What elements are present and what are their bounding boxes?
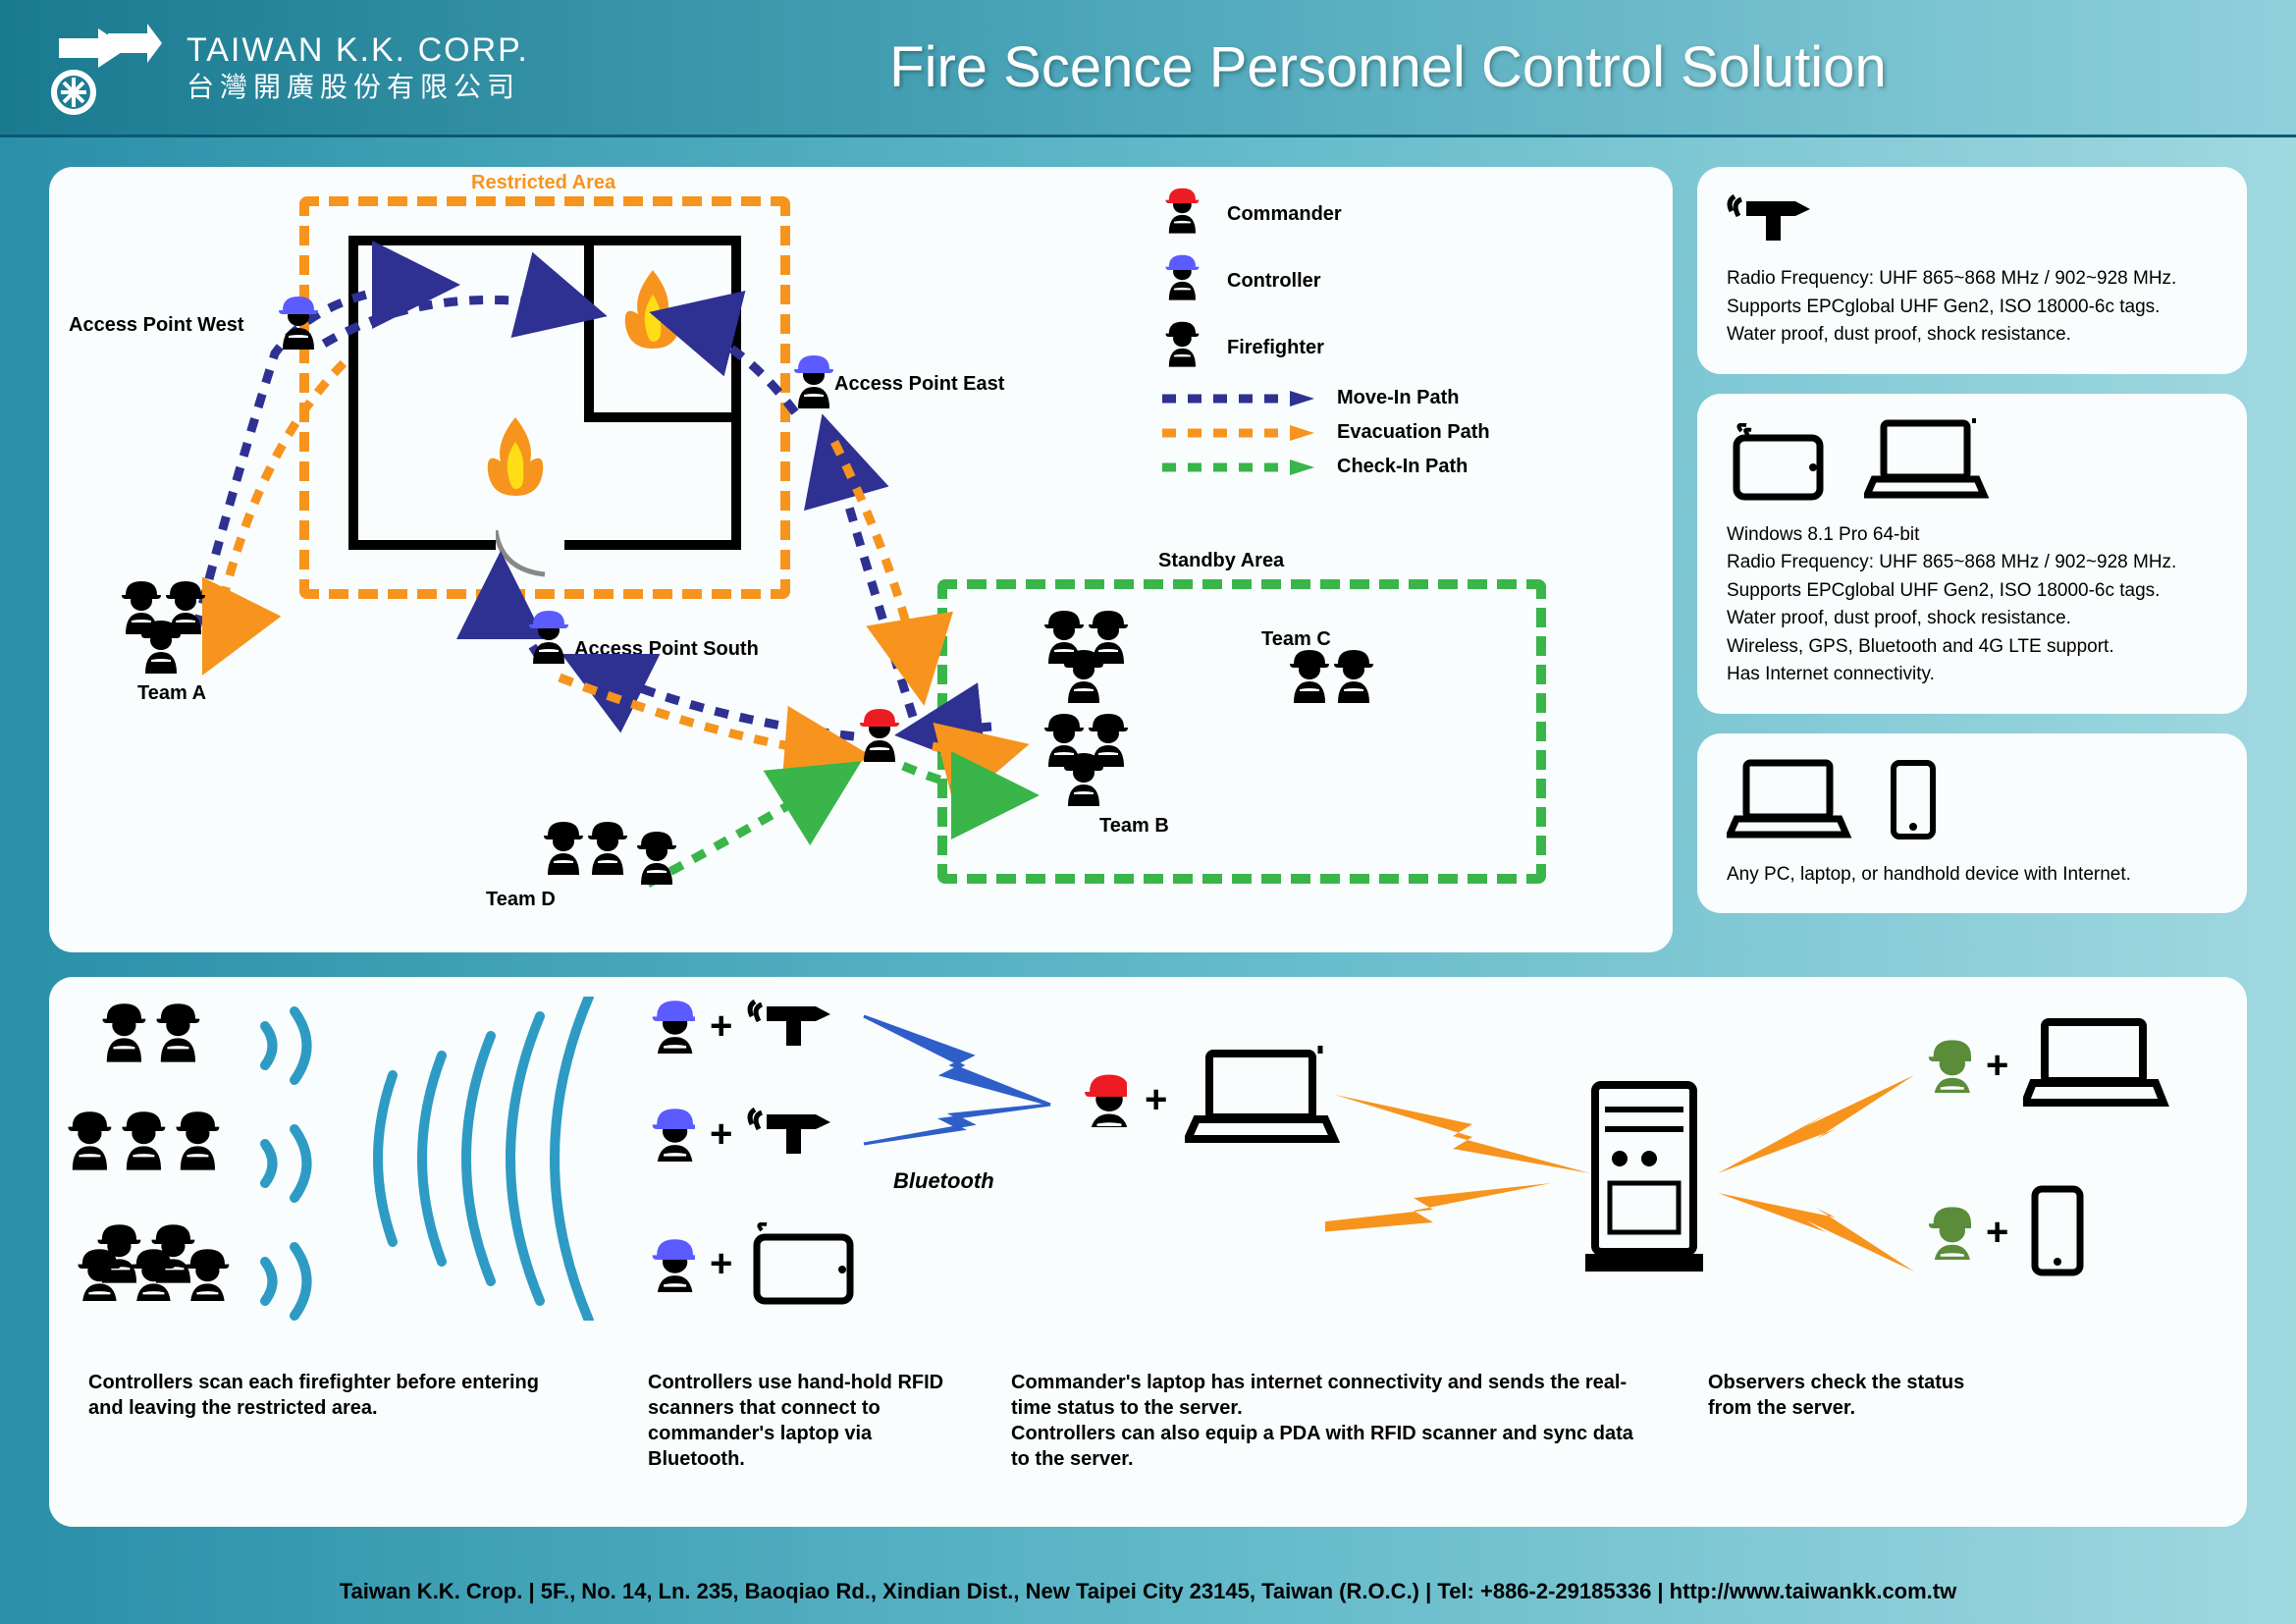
commander-icon bbox=[856, 707, 903, 762]
header: TAIWAN K.K. CORP. 台灣開廣股份有限公司 Fire Scence… bbox=[0, 0, 2296, 137]
flow-step2: Controllers use hand-hold RFID scanners … bbox=[648, 1370, 962, 1472]
server-icon bbox=[1580, 1075, 1708, 1281]
scene-diagram: Restricted Area Standby Area Access Poin… bbox=[49, 167, 1673, 952]
pda-text: Windows 8.1 Pro 64-bit Radio Frequency: … bbox=[1727, 521, 2217, 689]
move-in-path-icon bbox=[1162, 391, 1319, 406]
rfid-card: Radio Frequency: UHF 865~868 MHz / 902~9… bbox=[1697, 167, 2247, 374]
flow-step4: Observers check the status from the serv… bbox=[1708, 1370, 2002, 1421]
legend-evacuation: Evacuation Path bbox=[1337, 421, 1490, 444]
building bbox=[348, 236, 741, 550]
data-bolt-icon bbox=[1708, 1056, 1934, 1281]
laptop-icon bbox=[1185, 1046, 1342, 1154]
firefighter-icon bbox=[1286, 648, 1333, 703]
evacuation-path-icon bbox=[1162, 425, 1319, 441]
legend-firefighter: Firefighter bbox=[1227, 337, 1324, 359]
plus-icon: + bbox=[710, 1004, 732, 1049]
company-name-en: TAIWAN K.K. CORP. bbox=[187, 30, 529, 71]
firefighter-icon bbox=[1060, 648, 1107, 703]
rfid-gun-icon bbox=[747, 1105, 845, 1164]
phone-icon bbox=[1884, 758, 1943, 846]
team-d-label: Team D bbox=[486, 889, 556, 911]
rfid-text: Radio Frequency: UHF 865~868 MHz / 902~9… bbox=[1727, 265, 2217, 350]
tablet-icon bbox=[747, 1222, 865, 1306]
laptop-icon bbox=[1864, 418, 1992, 507]
firefighter-group-icon bbox=[88, 997, 216, 1065]
standby-area-label: Standby Area bbox=[1158, 550, 1284, 572]
flow-panel: + + + Bluetooth + bbox=[49, 977, 2247, 1527]
team-c-label: Team C bbox=[1261, 628, 1331, 651]
pc-text: Any PC, laptop, or handhold device with … bbox=[1727, 861, 2217, 890]
bluetooth-label: Bluetooth bbox=[893, 1168, 994, 1194]
firefighter-group-icon bbox=[69, 1222, 255, 1301]
firefighter-icon bbox=[137, 619, 185, 674]
plus-icon: + bbox=[1986, 1044, 2008, 1088]
team-b-label: Team B bbox=[1099, 815, 1169, 838]
observer-icon bbox=[1924, 1205, 1971, 1260]
legend-commander: Commander bbox=[1227, 203, 1342, 226]
controller-icon bbox=[648, 1237, 695, 1292]
plus-icon: + bbox=[1145, 1078, 1167, 1122]
controller-icon bbox=[648, 1107, 695, 1162]
controller-icon bbox=[648, 999, 695, 1054]
flow-step3: Commander's laptop has internet connecti… bbox=[1011, 1370, 1649, 1472]
laptop-icon bbox=[1727, 758, 1854, 846]
legend-check-in: Check-In Path bbox=[1337, 456, 1468, 478]
flow-step1: Controllers scan each firefighter before… bbox=[88, 1370, 560, 1421]
pda-card: Windows 8.1 Pro 64-bit Radio Frequency: … bbox=[1697, 394, 2247, 714]
firefighter-icon bbox=[633, 830, 680, 885]
laptop-icon bbox=[2023, 1016, 2170, 1114]
controller-icon bbox=[525, 609, 572, 664]
fire-icon bbox=[476, 412, 555, 501]
data-bolt-icon bbox=[1325, 1065, 1620, 1301]
commander-icon bbox=[1080, 1072, 1127, 1127]
page-title: Fire Scence Personnel Control Solution bbox=[529, 34, 2247, 100]
pc-card: Any PC, laptop, or handhold device with … bbox=[1697, 733, 2247, 914]
ap-east-label: Access Point East bbox=[834, 373, 1004, 396]
check-in-path-icon bbox=[1162, 460, 1319, 475]
plus-icon: + bbox=[710, 1112, 732, 1157]
radio-waves-icon bbox=[245, 997, 638, 1321]
plus-icon: + bbox=[710, 1242, 732, 1286]
logo-icon bbox=[49, 19, 167, 117]
legend-move-in: Move-In Path bbox=[1337, 387, 1459, 409]
firefighter-icon bbox=[1330, 648, 1377, 703]
legend-controller: Controller bbox=[1227, 270, 1321, 293]
ap-south-label: Access Point South bbox=[574, 638, 759, 661]
fire-icon bbox=[614, 265, 692, 353]
restricted-area-label: Restricted Area bbox=[471, 172, 615, 194]
firefighter-group-icon bbox=[59, 1105, 245, 1173]
controller-icon bbox=[275, 295, 322, 350]
logo-block: TAIWAN K.K. CORP. 台灣開廣股份有限公司 bbox=[49, 19, 529, 117]
plus-icon: + bbox=[1986, 1211, 2008, 1255]
controller-icon bbox=[1162, 253, 1209, 308]
company-name-zh: 台灣開廣股份有限公司 bbox=[187, 71, 529, 104]
rfid-gun-icon bbox=[747, 997, 845, 1056]
firefighter-icon bbox=[1060, 751, 1107, 806]
team-a-label: Team A bbox=[137, 682, 206, 705]
legend: Commander Controller Firefighter Move-In… bbox=[1162, 187, 1633, 490]
firefighter-icon bbox=[1162, 320, 1209, 375]
tablet-icon bbox=[1727, 423, 1835, 502]
firefighter-icon bbox=[540, 820, 587, 875]
firefighter-icon bbox=[584, 820, 631, 875]
observer-icon bbox=[1924, 1038, 1971, 1093]
rfid-gun-icon bbox=[1727, 191, 1815, 250]
controller-icon bbox=[790, 353, 837, 408]
phone-icon bbox=[2023, 1183, 2092, 1281]
ap-west-label: Access Point West bbox=[69, 314, 244, 337]
footer: Taiwan K.K. Crop. | 5F., No. 14, Ln. 235… bbox=[0, 1579, 2296, 1604]
standby-area-box bbox=[937, 579, 1546, 884]
commander-icon bbox=[1162, 187, 1209, 242]
